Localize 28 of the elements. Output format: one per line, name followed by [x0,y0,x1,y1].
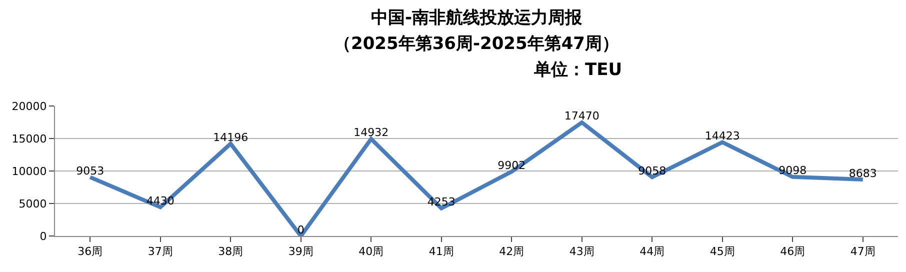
data-label: 14932 [354,126,389,140]
y-tick-label: 5000 [18,197,47,210]
x-tick-label: 40周 [358,245,384,258]
data-label: 14196 [213,130,248,144]
data-label: 17470 [564,110,600,123]
y-tick-label: 15000 [12,132,47,146]
y-tick-label: 20000 [12,100,47,113]
x-tick-label: 45周 [710,245,735,258]
text: 单位：TEU [533,60,622,80]
data-label: 9058 [638,164,666,178]
x-tick-label: 43周 [569,245,594,258]
y-tick-label: 10000 [12,164,47,178]
x-tick-label: 39周 [288,245,314,258]
x-tick-label: 37周 [148,245,173,258]
x-tick-label: 44周 [640,245,665,258]
chart-title: 中国-南非航线投放运力周报 [371,8,584,28]
data-label: 9053 [76,164,104,178]
data-label: 14423 [704,130,740,142]
chart-subtitle: （2025年第36周-2025年第47周） [334,34,619,54]
x-tick-label: 46周 [780,245,806,258]
x-tick-label: 41周 [428,245,454,258]
x-tick-label: 42周 [499,245,524,258]
x-tick-label: 38周 [218,245,244,258]
x-tick-label: 47周 [850,245,876,258]
x-tick-label: 36周 [78,245,103,258]
data-label: 8683 [848,166,877,180]
data-label: 4253 [427,196,456,209]
y-tick-label: 0 [40,230,47,243]
